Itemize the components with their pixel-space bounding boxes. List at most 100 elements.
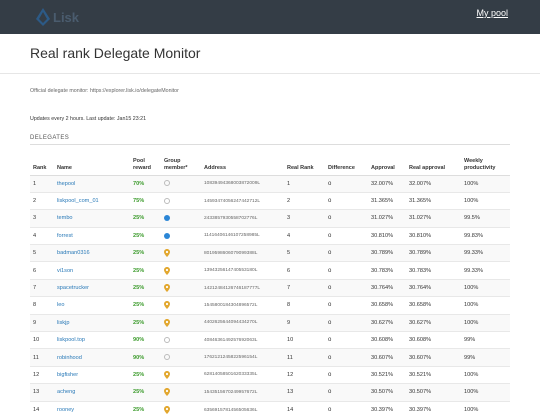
delegates-section-title: DELEGATES	[30, 135, 70, 141]
cell-address: 11416406146107258985L	[201, 226, 284, 245]
cell-difference: o	[325, 331, 368, 349]
cell-address: 1394325614740553180L	[201, 261, 284, 280]
cell-real-rank: 8	[284, 296, 325, 315]
cell-pool-reward: 25%	[130, 365, 161, 384]
table-row: 10 liskpool.top 90% 4084636149257692063L 10 o…	[30, 331, 510, 349]
cell-rank: 7	[30, 278, 54, 297]
table-row: 13 acheng 25% 1543515670249957672L 13 o 30.507…	[30, 383, 510, 402]
pin-icon	[164, 370, 170, 379]
cell-rank: 14	[30, 400, 54, 418]
cell-real-rank: 7	[284, 278, 325, 297]
cell-name[interactable]: acheng	[54, 383, 130, 402]
cell-real-rank: 13	[284, 383, 325, 402]
table-header-row: Rank Name Pool reward Group member* Addr…	[30, 148, 510, 176]
table-row: 4 forrest 25% 11416406146107258985L 4 o 30.810…	[30, 226, 510, 245]
cell-name[interactable]: vi1son	[54, 261, 130, 280]
cell-approval: 30.789%	[368, 244, 406, 262]
cell-group-member	[161, 226, 201, 245]
cell-approval: 31.027%	[368, 209, 406, 228]
pin-icon	[164, 318, 170, 327]
cell-weekly-productivity: 99.33%	[461, 261, 510, 280]
cell-real-rank: 6	[284, 261, 325, 280]
empty-circle-icon	[164, 197, 170, 204]
cell-approval: 30.810%	[368, 226, 406, 245]
cell-name[interactable]: rooney	[54, 400, 130, 418]
cell-name[interactable]: thepool	[54, 174, 130, 193]
header-name: Name	[54, 148, 130, 176]
cell-pool-reward: 25%	[130, 209, 161, 228]
cell-weekly-productivity: 100%	[461, 174, 510, 193]
cell-address: 1543515670249957672L	[201, 383, 284, 402]
cell-pool-reward: 25%	[130, 296, 161, 315]
cell-name[interactable]: liskpool.top	[54, 331, 130, 349]
cell-real-rank: 5	[284, 244, 325, 262]
table-row: 1 thepool 70% 10839494368003872009L 1 o 32.007…	[30, 174, 510, 193]
cell-name[interactable]: leo	[54, 296, 130, 315]
cell-group-member	[161, 331, 201, 349]
cell-rank: 4	[30, 226, 54, 245]
table-row: 2 liskpool_com_01 75% 14593474056247442712L…	[30, 191, 510, 210]
cell-real-approval: 30.627%	[406, 313, 461, 332]
cell-group-member	[161, 191, 201, 210]
cell-real-rank: 9	[284, 313, 325, 332]
empty-circle-icon	[164, 354, 170, 361]
lisk-logo-icon	[36, 8, 50, 26]
cell-name[interactable]: forrest	[54, 226, 130, 245]
cell-address: 14212484126746187777L	[201, 278, 284, 297]
cell-weekly-productivity: 99.5%	[461, 209, 510, 228]
cell-approval: 30.764%	[368, 278, 406, 297]
header-group-member: Group member*	[161, 148, 201, 176]
cell-name[interactable]: bigfisher	[54, 365, 130, 384]
cell-name[interactable]: liskpool_com_01	[54, 191, 130, 210]
cell-real-approval: 30.810%	[406, 226, 461, 245]
header-rank: Rank	[30, 148, 54, 176]
cell-address: 14593474056247442712L	[201, 191, 284, 210]
cell-group-member	[161, 383, 201, 402]
brand-name: Lisk	[53, 9, 80, 25]
cell-real-rank: 1	[284, 174, 325, 193]
lisk-logo[interactable]: Lisk	[36, 6, 84, 28]
header-address: Address	[201, 148, 284, 176]
delegates-table: Rank Name Pool reward Group member* Addr…	[30, 148, 510, 418]
cell-real-approval: 30.658%	[406, 296, 461, 315]
cell-weekly-productivity: 100%	[461, 191, 510, 210]
table-row: 11 robinhood 90% 1762121245822596154L 11 o 30.…	[30, 348, 510, 367]
cell-difference: o	[325, 383, 368, 402]
table-row: 8 leo 25% 1545800184304896572L 8 o 30.658% 30.6…	[30, 296, 510, 315]
cell-difference: o	[325, 313, 368, 332]
cell-name[interactable]: spacetrucker	[54, 278, 130, 297]
cell-address: 6356915781456505636L	[201, 400, 284, 418]
pin-icon	[164, 388, 170, 397]
cell-address: 4084636149257692063L	[201, 331, 284, 349]
cell-approval: 30.658%	[368, 296, 406, 315]
pin-icon	[164, 301, 170, 310]
cell-real-approval: 31.027%	[406, 209, 461, 228]
pin-icon	[164, 249, 170, 258]
cell-approval: 30.507%	[368, 383, 406, 402]
cell-rank: 9	[30, 313, 54, 332]
cell-real-rank: 3	[284, 209, 325, 228]
cell-name[interactable]: badman0316	[54, 244, 130, 262]
cell-name[interactable]: liskjp	[54, 313, 130, 332]
cell-difference: o	[325, 348, 368, 367]
cell-difference: o	[325, 191, 368, 210]
cell-address: 2433857930558702776L	[201, 209, 284, 228]
cell-pool-reward: 75%	[130, 191, 161, 210]
cell-real-approval: 30.607%	[406, 348, 461, 367]
pin-icon	[164, 406, 170, 415]
cell-group-member	[161, 278, 201, 297]
cell-group-member	[161, 174, 201, 193]
cell-rank: 6	[30, 261, 54, 280]
table-row: 6 vi1son 25% 1394325614740553180L 6 o 30.783% 3…	[30, 261, 510, 280]
cell-difference: o	[325, 365, 368, 384]
cell-name[interactable]: robinhood	[54, 348, 130, 367]
cell-difference: o	[325, 209, 368, 228]
cell-address: 1762121245822596154L	[201, 348, 284, 367]
cell-name[interactable]: tembo	[54, 209, 130, 228]
cell-group-member	[161, 365, 201, 384]
header-pool-reward: Pool reward	[130, 148, 161, 176]
cell-weekly-productivity: 100%	[461, 365, 510, 384]
my-pool-link[interactable]: My pool	[476, 8, 508, 18]
cell-rank: 13	[30, 383, 54, 402]
blue-dot-icon	[164, 232, 170, 239]
